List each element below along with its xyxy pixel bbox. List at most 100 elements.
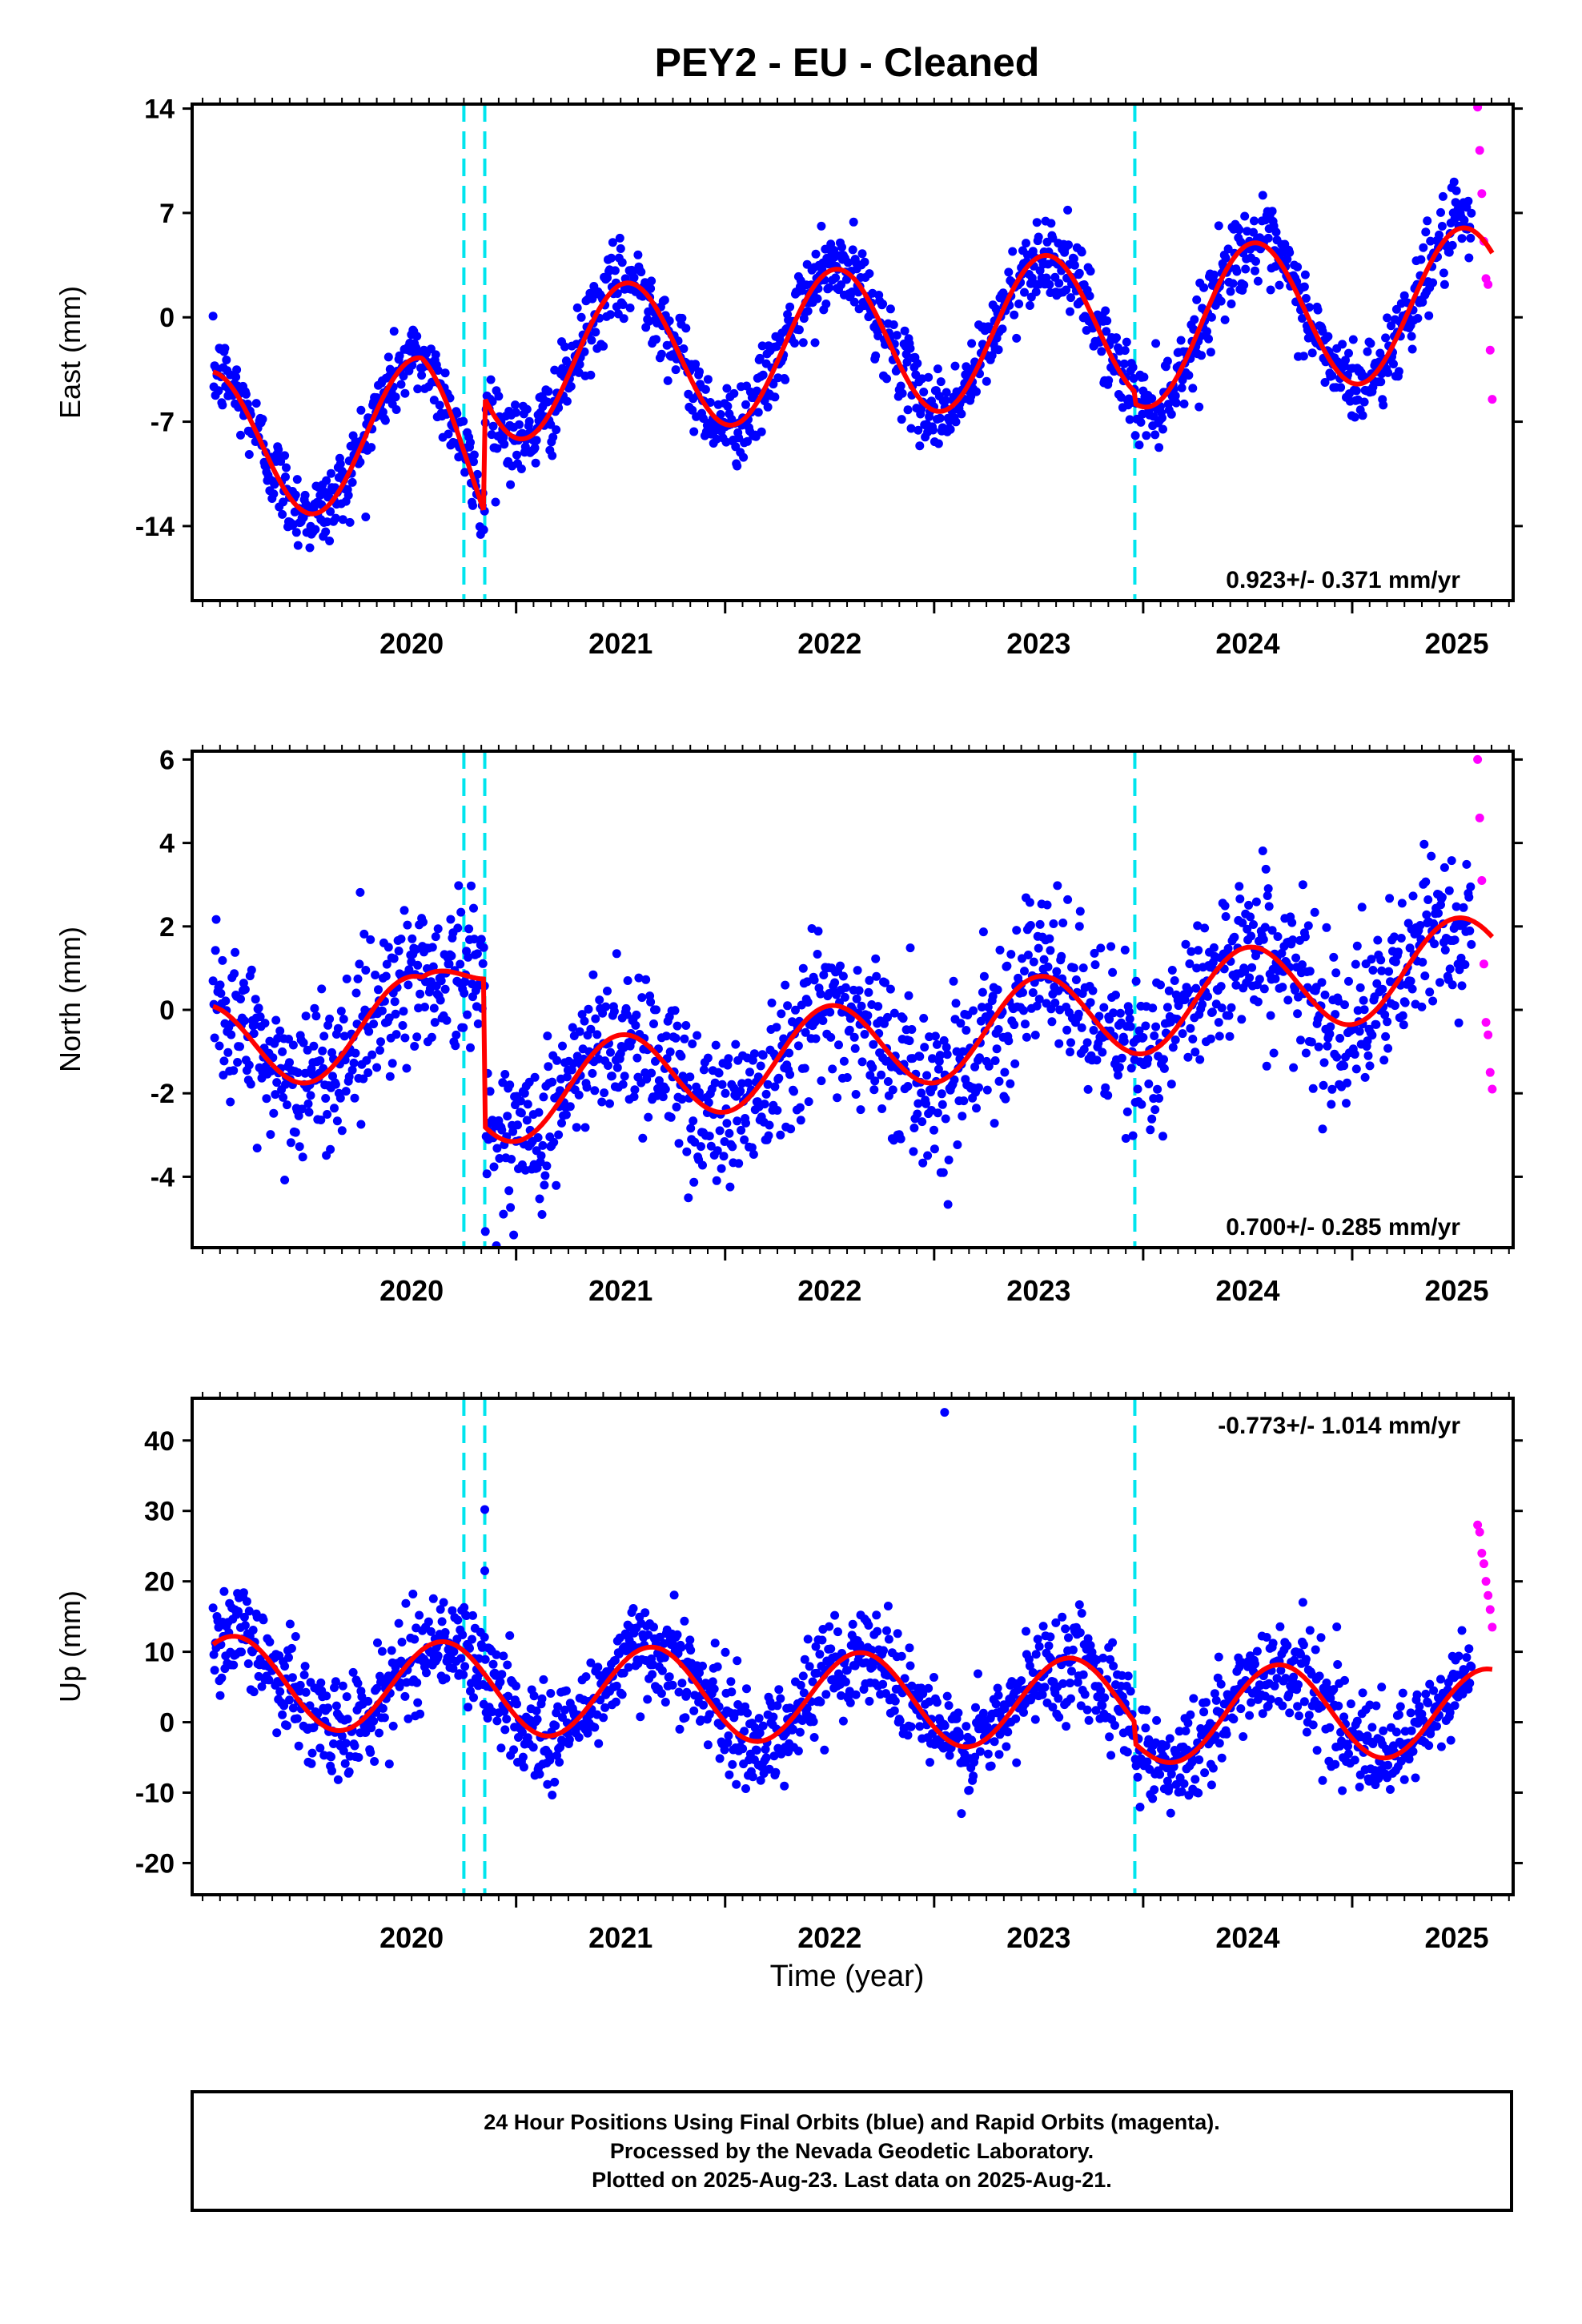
data-point (881, 978, 889, 987)
data-point (517, 1727, 527, 1737)
data-point (994, 1750, 1004, 1759)
data-point (851, 1690, 861, 1699)
data-point (293, 1068, 303, 1077)
data-point (1066, 1038, 1075, 1047)
data-point (1348, 335, 1358, 344)
data-point (349, 1058, 359, 1068)
data-point (938, 1100, 947, 1109)
data-point (1134, 440, 1144, 450)
data-point (1299, 282, 1309, 292)
data-point (897, 415, 906, 424)
data-point (595, 995, 604, 1005)
data-point (1359, 995, 1368, 1005)
data-point (1258, 846, 1267, 855)
data-point (1120, 346, 1130, 356)
data-point (1338, 340, 1347, 349)
data-point (1083, 1084, 1093, 1094)
data-point (441, 1674, 451, 1683)
data-point (1054, 1712, 1064, 1722)
data-point (722, 1119, 732, 1128)
data-point (863, 1011, 873, 1020)
data-point (295, 1142, 304, 1152)
data-point (264, 1675, 274, 1685)
data-point (251, 399, 261, 408)
data-point (629, 273, 639, 283)
data-point (871, 954, 881, 963)
data-point (1202, 1698, 1211, 1707)
data-point (612, 949, 621, 959)
data-point (1025, 1661, 1034, 1671)
data-point (1017, 1676, 1026, 1686)
data-point (1447, 240, 1457, 250)
data-point (1407, 984, 1417, 994)
data-point (854, 986, 864, 995)
data-point (538, 1140, 548, 1150)
data-point (507, 1155, 516, 1164)
data-point (218, 955, 227, 965)
data-point (319, 1031, 329, 1041)
data-point (631, 1020, 640, 1030)
data-point (1445, 964, 1455, 974)
data-point (1421, 227, 1431, 237)
data-point (307, 1748, 317, 1758)
data-point (539, 1675, 548, 1684)
data-point (413, 960, 423, 970)
data-point (561, 1686, 571, 1695)
data-point (419, 917, 428, 927)
data-point (1179, 399, 1189, 408)
y-tick-label: 2 (159, 912, 175, 943)
data-point (469, 903, 478, 913)
data-point (695, 1668, 704, 1678)
data-point (749, 1150, 758, 1159)
data-point (222, 356, 231, 364)
data-point (629, 1092, 639, 1101)
data-point (681, 324, 691, 333)
data-point (1038, 1622, 1048, 1631)
data-point (688, 405, 697, 415)
data-point (355, 959, 364, 969)
data-point (661, 1084, 670, 1094)
data-point (1046, 219, 1056, 228)
data-point (811, 1642, 821, 1651)
data-point (1258, 191, 1267, 200)
data-point (1355, 1027, 1364, 1036)
data-point (1373, 935, 1383, 945)
data-point (1308, 1084, 1318, 1093)
data-point (600, 1703, 610, 1712)
data-point (452, 1030, 461, 1039)
data-point (869, 1085, 879, 1095)
data-point (974, 1669, 982, 1679)
data-point (1293, 262, 1303, 271)
data-point (1012, 1758, 1022, 1767)
data-point (287, 1673, 297, 1683)
data-point (677, 313, 687, 323)
data-point (1249, 227, 1258, 237)
data-point (714, 1068, 724, 1078)
data-point (271, 1090, 280, 1100)
data-point (1119, 359, 1129, 368)
data-point (1098, 1047, 1107, 1057)
data-point (643, 1695, 652, 1704)
data-point (1223, 943, 1233, 953)
data-point (400, 1691, 410, 1701)
data-point (1125, 1014, 1134, 1023)
data-point (637, 993, 647, 1003)
data-point (1063, 895, 1073, 904)
data-point (208, 1603, 218, 1613)
data-point (915, 1051, 925, 1061)
data-point (572, 303, 582, 312)
data-point (606, 310, 615, 320)
data-point (848, 1619, 857, 1629)
data-point (280, 1662, 290, 1671)
data-point (262, 1094, 271, 1104)
data-point (1166, 1808, 1175, 1818)
data-point (713, 1146, 722, 1156)
data-point (1183, 1719, 1193, 1727)
data-point (1150, 1031, 1159, 1040)
data-point (258, 415, 267, 424)
data-point (638, 1133, 648, 1143)
data-point (546, 1689, 556, 1698)
data-point (720, 1745, 729, 1755)
data-point (1105, 1015, 1114, 1024)
data-point (437, 1617, 447, 1626)
